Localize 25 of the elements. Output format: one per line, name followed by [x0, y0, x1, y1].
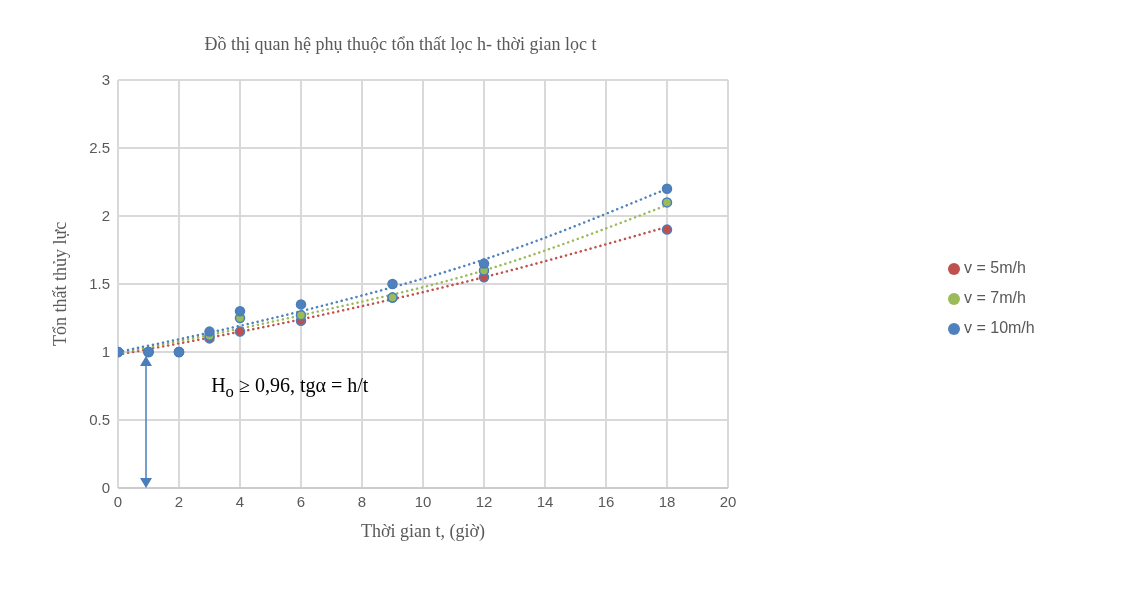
- y-tick-label: 3: [101, 71, 110, 89]
- annotation: H$_{o}$ ≥ 0,96, tgα = h/t: [211, 373, 369, 402]
- x-tick-label: 18: [658, 492, 676, 510]
- x-tick-label: 8: [357, 492, 367, 510]
- legend-label: v = 5m/h: [964, 259, 1026, 276]
- legend-label: v = 10m/h: [964, 319, 1035, 336]
- y-tick-label: 2.5: [89, 139, 110, 157]
- x-tick-label: 6: [296, 492, 306, 510]
- x-tick-label: 4: [235, 492, 245, 510]
- x-tick-label: 14: [536, 492, 554, 510]
- legend-label: v = 7m/h: [964, 289, 1026, 306]
- x-axis-title: Thời gian t, (giờ): [360, 520, 486, 542]
- x-tick-label: 20: [719, 492, 737, 510]
- x-tick-label: 0: [113, 492, 123, 510]
- y-tick-label: 2: [101, 207, 110, 225]
- x-tick-label: 12: [475, 492, 493, 510]
- x-tick-label: 16: [597, 492, 615, 510]
- chart-title: Đồ thị quan hệ phụ thuộc tổn thất lọc h- thời gian lọc t: [203, 34, 598, 55]
- y-axis-title: Tổn thất thủy lực: [50, 221, 71, 347]
- y-tick-label: 0.5: [89, 411, 110, 429]
- y-tick-label: 1: [101, 343, 110, 361]
- y-tick-label: 0: [101, 479, 110, 497]
- x-tick-label: 2: [174, 492, 184, 510]
- y-tick-label: 1.5: [89, 275, 110, 293]
- x-tick-label: 10: [414, 492, 432, 510]
